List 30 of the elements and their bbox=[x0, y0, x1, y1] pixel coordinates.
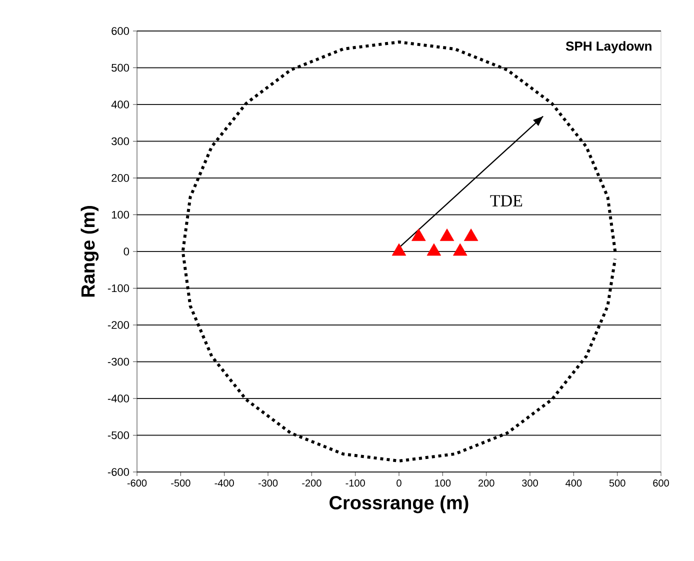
y-tick-label: 600 bbox=[112, 27, 130, 35]
x-tick-label: 200 bbox=[478, 480, 494, 487]
y-tick-label: 200 bbox=[112, 174, 130, 182]
y-tick-label: -200 bbox=[108, 321, 130, 329]
y-tick-label: -400 bbox=[108, 394, 130, 402]
annotation: TDE bbox=[490, 195, 522, 206]
x-tick-label: -500 bbox=[171, 480, 190, 487]
y-tick-label: 300 bbox=[112, 137, 130, 146]
y-tick-label: -600 bbox=[108, 468, 130, 476]
x-tick-label: 400 bbox=[566, 480, 582, 487]
y-tick-label: 100 bbox=[112, 210, 130, 219]
y-tick-label: -100 bbox=[108, 284, 130, 292]
x-tick-label: -600 bbox=[127, 480, 147, 487]
y-tick-label: -500 bbox=[108, 431, 130, 440]
x-tick-label: 0 bbox=[396, 480, 402, 487]
x-tick-label: -200 bbox=[302, 480, 322, 487]
x-tick-label: -400 bbox=[214, 480, 234, 487]
x-tick-label: 500 bbox=[609, 480, 626, 487]
y-tick-label: 400 bbox=[111, 100, 130, 108]
x-tick-label: 100 bbox=[435, 480, 451, 487]
y-axis-title: Range (m) bbox=[80, 206, 99, 297]
x-tick-label: 300 bbox=[522, 480, 538, 487]
x-tick-label: -100 bbox=[346, 480, 365, 487]
text: SPH Laydown bbox=[566, 41, 652, 54]
x-tick-label: -300 bbox=[258, 480, 278, 487]
x-axis-title: Crossrange (m) bbox=[330, 495, 468, 514]
y-tick-label: 500 bbox=[112, 64, 130, 72]
y-tick-label: -300 bbox=[108, 358, 130, 366]
x-tick-label: 600 bbox=[653, 480, 669, 487]
y-tick-label: 0 bbox=[124, 248, 130, 256]
